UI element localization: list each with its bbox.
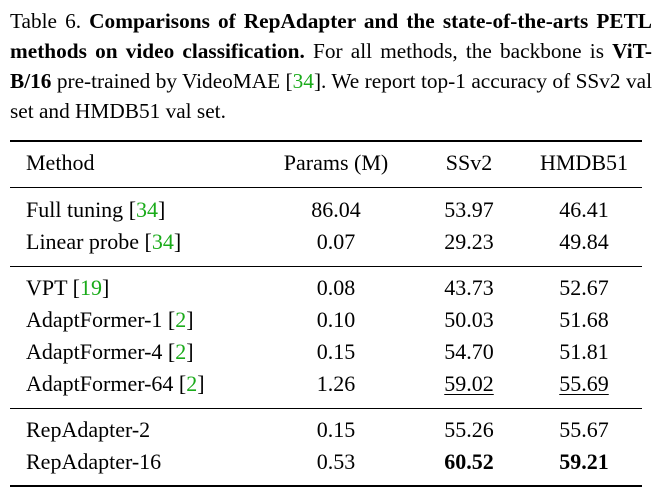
hmdb51-cell-best: 59.21	[559, 449, 609, 474]
header-hmdb51: HMDB51	[539, 150, 628, 175]
header-params: Params (M)	[283, 150, 389, 175]
citation-link[interactable]: 34	[136, 197, 159, 222]
hmdb51-cell: 46.41	[559, 197, 609, 222]
params-cell: 86.04	[311, 197, 361, 222]
hmdb51-cell: 49.84	[559, 229, 609, 254]
params-cell: 0.08	[316, 275, 356, 300]
citation-link[interactable]: 2	[175, 307, 187, 332]
ssv2-cell: 55.26	[444, 417, 494, 442]
method-cell: Full tuning [34]	[26, 197, 166, 222]
table-row: AdaptFormer-64 [2] 1.26 59.02 55.69	[0, 369, 659, 399]
group-separator-rule	[10, 266, 642, 267]
method-cell: Linear probe [34]	[26, 229, 182, 254]
caption-text-2: pre-trained by VideoMAE [	[56, 69, 293, 93]
table-header-row: Method Params (M) SSv2 HMDB51	[0, 148, 659, 178]
method-cell: AdaptFormer-4 [2]	[26, 339, 194, 364]
method-cell: VPT [19]	[26, 275, 110, 300]
method-name: AdaptFormer-1	[26, 307, 163, 332]
ssv2-cell: 53.97	[444, 197, 494, 222]
caption-text-1: For all methods, the backbone is	[313, 39, 604, 63]
header-ssv2: SSv2	[445, 150, 493, 175]
hmdb51-cell: 55.67	[559, 417, 609, 442]
params-cell: 0.07	[316, 229, 356, 254]
ssv2-cell-second-best: 59.02	[444, 371, 494, 396]
ssv2-cell: 54.70	[444, 339, 494, 364]
table-bottom-rule	[10, 485, 642, 487]
table-row: RepAdapter-2 0.15 55.26 55.67	[0, 415, 659, 445]
method-name: RepAdapter-2	[26, 417, 151, 442]
table-caption: Table 6. Comparisons of RepAdapter and t…	[10, 6, 652, 126]
params-cell: 0.15	[316, 339, 356, 364]
caption-label: Table 6.	[10, 9, 82, 33]
params-cell: 0.53	[316, 449, 356, 474]
ssv2-cell: 50.03	[444, 307, 494, 332]
params-cell: 0.10	[316, 307, 356, 332]
hmdb51-cell: 52.67	[559, 275, 609, 300]
table-row: VPT [19] 0.08 43.73 52.67	[0, 273, 659, 303]
hmdb51-cell: 51.81	[559, 339, 609, 364]
method-name: VPT	[26, 275, 68, 300]
header-rule	[10, 187, 642, 188]
ssv2-cell-best: 60.52	[444, 449, 494, 474]
method-name: Linear probe	[26, 229, 139, 254]
citation-link[interactable]: 2	[175, 339, 187, 364]
table-row: Linear probe [34] 0.07 29.23 49.84	[0, 227, 659, 257]
caption-citation-link[interactable]: 34	[292, 69, 314, 93]
table-row: AdaptFormer-4 [2] 0.15 54.70 51.81	[0, 337, 659, 367]
caption-title: Comparisons of RepAdapter and the state-…	[10, 9, 653, 63]
table-row: AdaptFormer-1 [2] 0.10 50.03 51.68	[0, 305, 659, 335]
method-name: AdaptFormer-64	[26, 371, 174, 396]
group-separator-rule	[10, 408, 642, 409]
ssv2-cell: 43.73	[444, 275, 494, 300]
table-row: Full tuning [34] 86.04 53.97 46.41	[0, 195, 659, 225]
ssv2-cell: 29.23	[444, 229, 494, 254]
caption-text-3: ]. We report top-1 accuracy of SSv2 val …	[10, 69, 653, 123]
hmdb51-cell-second-best: 55.69	[559, 371, 609, 396]
params-cell: 1.26	[316, 371, 356, 396]
table-row: RepAdapter-16 0.53 60.52 59.21	[0, 447, 659, 477]
method-cell: AdaptFormer-1 [2]	[26, 307, 194, 332]
method-name: Full tuning	[26, 197, 124, 222]
params-cell: 0.15	[316, 417, 356, 442]
citation-link[interactable]: 19	[80, 275, 102, 300]
method-cell: AdaptFormer-64 [2]	[26, 371, 205, 396]
citation-link[interactable]: 34	[151, 229, 174, 254]
hmdb51-cell: 51.68	[559, 307, 609, 332]
citation-link[interactable]: 2	[186, 371, 198, 396]
caption-backbone: ViT-B/16	[10, 39, 653, 93]
header-method: Method	[26, 150, 95, 175]
table-top-rule	[10, 140, 642, 142]
method-name: AdaptFormer-4	[26, 339, 163, 364]
method-name: RepAdapter-16	[26, 449, 162, 474]
